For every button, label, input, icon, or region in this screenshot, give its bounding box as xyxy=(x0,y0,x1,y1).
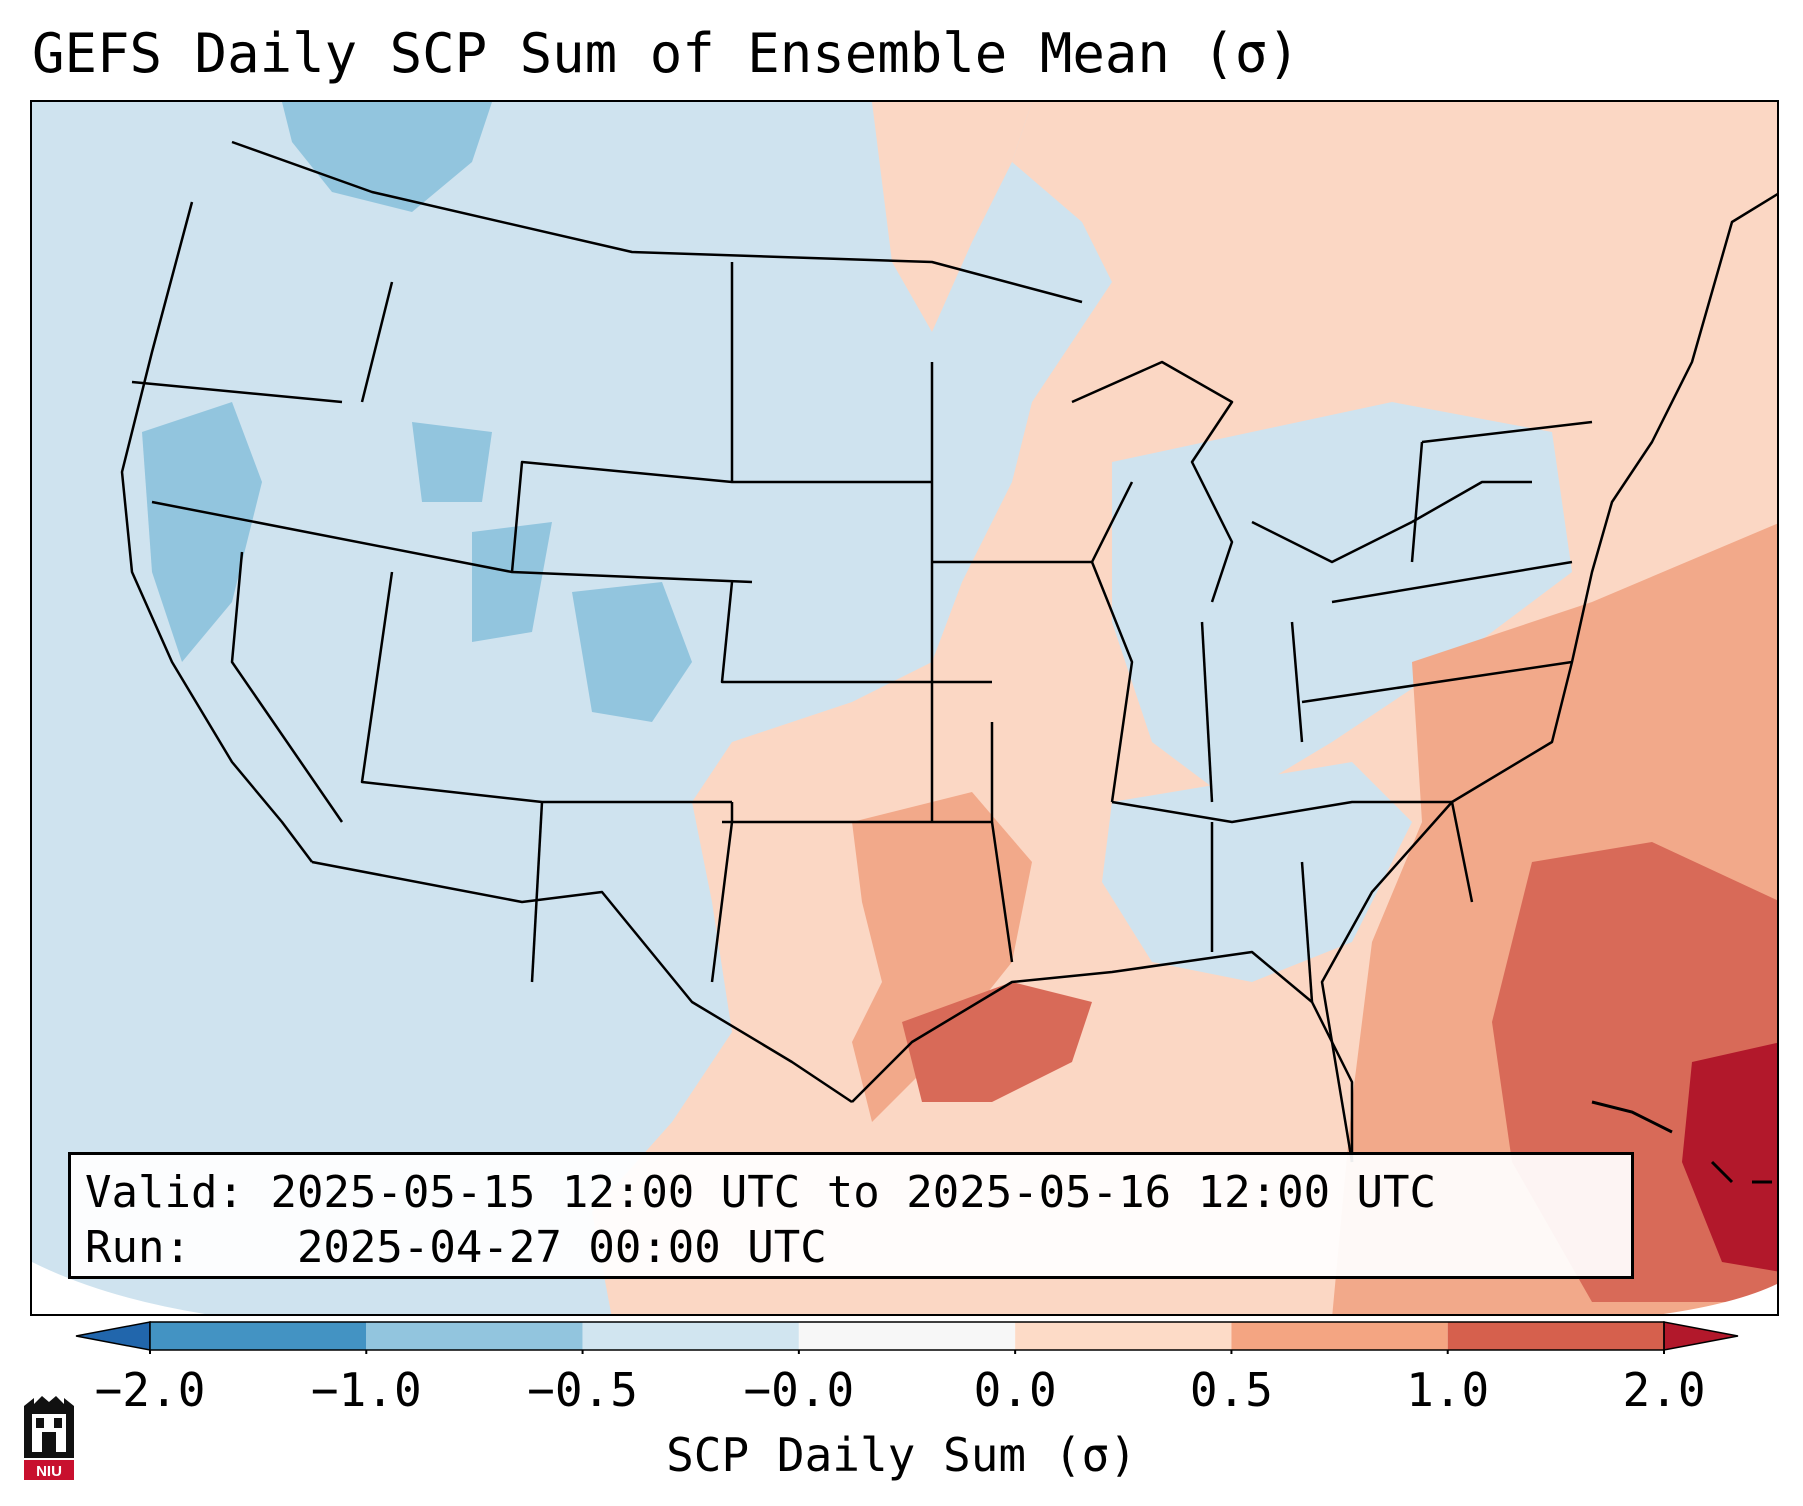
colorbar-bin xyxy=(582,1322,799,1350)
colorbar-tick-label: 0.0 xyxy=(973,1363,1057,1417)
colorbar-tick-label: −2.0 xyxy=(94,1363,206,1417)
colorbar-tick-label: 0.5 xyxy=(1189,1363,1273,1417)
map-canvas xyxy=(32,102,1777,1314)
colorbar-bin xyxy=(150,1322,367,1350)
colorbar-tick-label: 1.0 xyxy=(1406,1363,1490,1417)
negative-anomaly-west xyxy=(142,402,262,662)
negative-anomaly-idaho xyxy=(412,422,492,502)
colorbar xyxy=(75,1321,1739,1354)
negative-anomaly-ohio-valley xyxy=(1112,402,1572,802)
colorbar-bin xyxy=(1447,1322,1664,1350)
negative-anomaly-colorado xyxy=(572,582,692,722)
map-panel: Valid: 2025-05-15 12:00 UTC to 2025-05-1… xyxy=(30,100,1779,1316)
negative-anomaly-southeast xyxy=(1102,762,1412,982)
run-value: 2025-04-27 00:00 UTC xyxy=(296,1222,827,1273)
state-boundaries xyxy=(120,140,1777,1163)
svg-text:NIU: NIU xyxy=(36,1463,62,1480)
colorbar-tick-label: 2.0 xyxy=(1622,1363,1706,1417)
projection-edge-right xyxy=(1663,1283,1777,1314)
colorbar-label: SCP Daily Sum (σ) xyxy=(666,1428,1137,1482)
colorbar-tick-label: −1.0 xyxy=(310,1363,422,1417)
niu-logo: NIU xyxy=(24,1396,74,1480)
strong-anomaly-gulf xyxy=(902,982,1092,1102)
colorbar-tick-label: −0.5 xyxy=(527,1363,638,1417)
islands xyxy=(1591,1100,1772,1184)
valid-label: Valid: xyxy=(85,1167,244,1218)
colorbar-extend-low xyxy=(75,1321,151,1351)
negative-anomaly-northwest xyxy=(282,102,492,212)
moderate-anomaly-texas-gulf xyxy=(852,792,1032,1122)
colorbar-extend-high xyxy=(1663,1321,1739,1351)
extreme-anomaly-bahamas xyxy=(1682,1042,1777,1272)
colorbar-bin xyxy=(1231,1322,1448,1350)
colorbar-outline xyxy=(149,1321,1665,1351)
colorbar-bin xyxy=(366,1322,583,1350)
positive-anomaly-north xyxy=(872,102,1032,332)
valid-info-box: Valid: 2025-05-15 12:00 UTC to 2025-05-1… xyxy=(68,1152,1634,1279)
valid-value: 2025-05-15 12:00 UTC to 2025-05-16 12:00… xyxy=(270,1167,1437,1218)
negative-anomaly-utah xyxy=(472,522,552,642)
run-label: Run: xyxy=(85,1222,191,1273)
projection-edge xyxy=(32,1262,206,1314)
colorbar-tick-label: −0.0 xyxy=(743,1363,855,1417)
colorbar-bin xyxy=(1015,1322,1232,1350)
map-title: GEFS Daily SCP Sum of Ensemble Mean (σ) xyxy=(32,22,1300,85)
colorbar-bin xyxy=(798,1322,1016,1350)
